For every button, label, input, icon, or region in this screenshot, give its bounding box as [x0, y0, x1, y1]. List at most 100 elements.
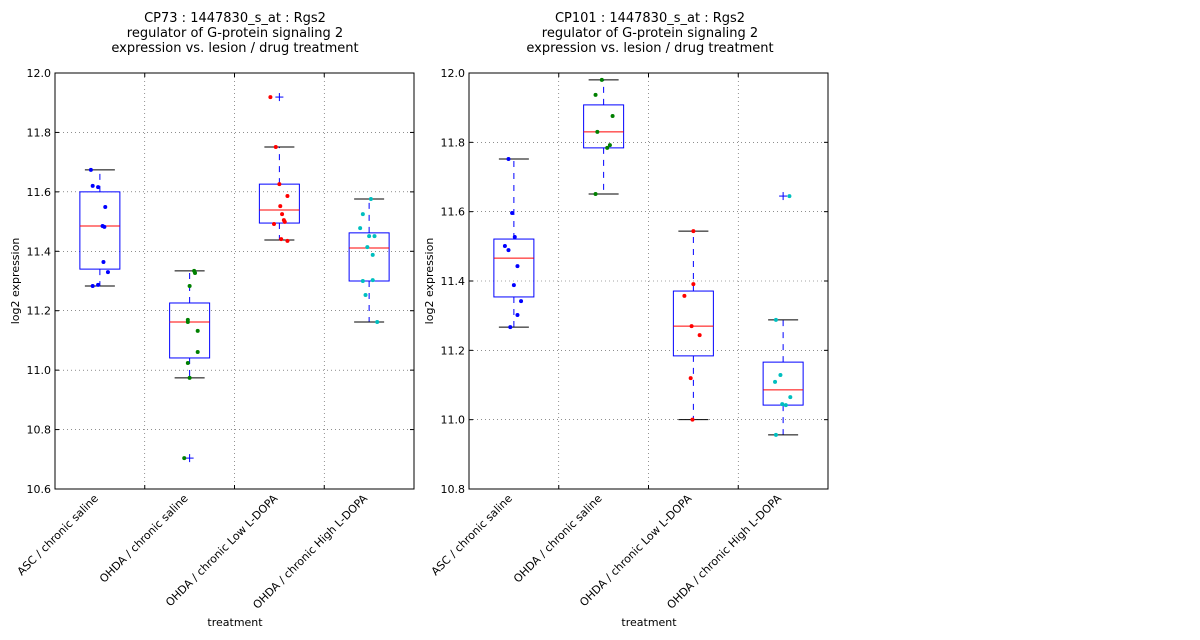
data-point: [279, 237, 284, 242]
data-point: [593, 191, 598, 196]
box-iqr: [583, 104, 625, 149]
data-point: [595, 129, 600, 134]
chart-title-line: expression vs. lesion / drug treatment: [111, 41, 358, 56]
chart-title-line: CP73 : 1447830_s_at : Rgs2: [144, 11, 326, 26]
box-group: [493, 158, 535, 328]
box-iqr: [79, 191, 121, 270]
data-point: [688, 376, 693, 381]
data-point: [690, 417, 695, 422]
data-point: [787, 194, 792, 199]
data-point: [682, 293, 687, 298]
y-tick-label: 11.8: [441, 136, 466, 149]
data-point: [370, 252, 375, 257]
data-point: [101, 259, 106, 264]
data-point: [363, 292, 368, 297]
data-point: [96, 185, 101, 190]
box-group: [583, 79, 625, 195]
data-point: [88, 167, 93, 172]
y-tick-label: 11.6: [441, 206, 466, 219]
data-point: [367, 234, 372, 239]
data-point: [508, 325, 513, 330]
data-point: [282, 219, 287, 224]
data-point: [280, 212, 285, 217]
data-point: [610, 113, 615, 118]
data-point: [193, 270, 198, 275]
data-point: [691, 282, 696, 287]
data-point: [511, 283, 516, 288]
outlier-marker: [185, 454, 194, 463]
y-tick-label: 11.0: [27, 364, 52, 377]
data-point: [697, 333, 702, 338]
chart-title-line: regulator of G-protein signaling 2: [542, 26, 758, 41]
data-point: [182, 456, 187, 461]
data-point: [506, 156, 511, 161]
y-tick-label: 11.2: [441, 344, 466, 357]
chart-title-line: regulator of G-protein signaling 2: [127, 26, 343, 41]
data-point: [285, 194, 290, 199]
data-point: [187, 284, 192, 289]
y-tick-label: 12.0: [27, 67, 52, 80]
chart-title-line: CP101 : 1447830_s_at : Rgs2: [555, 11, 745, 26]
data-point: [512, 234, 517, 239]
y-tick-label: 11.8: [27, 126, 52, 139]
data-point: [360, 279, 365, 283]
data-point: [368, 196, 373, 201]
box-iqr: [169, 302, 211, 359]
data-point: [519, 299, 524, 304]
data-point: [599, 77, 604, 82]
data-point: [365, 245, 370, 250]
data-point: [187, 375, 192, 380]
data-point: [370, 278, 375, 283]
data-point: [607, 143, 612, 148]
box-group: [672, 230, 714, 421]
x-axis-label: treatment: [621, 616, 677, 629]
data-point: [515, 264, 520, 269]
data-point: [277, 182, 282, 187]
data-point: [515, 312, 520, 317]
data-point: [96, 282, 101, 287]
y-axis-label: log2 expression: [423, 238, 436, 325]
data-point: [105, 270, 110, 275]
data-point: [102, 224, 107, 229]
data-point: [506, 248, 511, 253]
box-group: [79, 169, 121, 287]
data-point: [268, 95, 273, 100]
data-point: [691, 229, 696, 234]
data-point: [593, 92, 598, 97]
y-tick-label: 10.8: [27, 424, 52, 437]
data-point: [780, 402, 785, 407]
data-point: [273, 144, 278, 149]
y-tick-label: 10.8: [441, 483, 466, 496]
box-group: [348, 198, 390, 323]
data-point: [510, 211, 515, 216]
data-point: [185, 361, 190, 366]
y-tick-label: 10.6: [27, 483, 52, 496]
y-tick-label: 11.0: [441, 414, 466, 427]
data-point: [773, 432, 778, 437]
box-iqr: [672, 290, 714, 357]
data-point: [375, 320, 380, 325]
y-axis-label: log2 expression: [9, 238, 22, 325]
y-tick-label: 11.4: [441, 275, 466, 288]
y-tick-label: 11.6: [27, 186, 52, 199]
data-point: [278, 204, 283, 209]
chart-title-line: expression vs. lesion / drug treatment: [526, 41, 773, 56]
data-point: [360, 212, 365, 217]
y-tick-label: 11.2: [27, 305, 52, 318]
data-point: [285, 238, 290, 243]
box-iqr: [348, 232, 390, 282]
data-point: [372, 234, 377, 239]
data-point: [90, 183, 95, 188]
data-point: [185, 320, 190, 325]
data-point: [271, 221, 276, 226]
data-point: [783, 403, 788, 408]
box-iqr: [493, 238, 535, 298]
data-point: [195, 350, 200, 355]
data-point: [788, 395, 793, 400]
y-tick-label: 11.4: [27, 245, 52, 258]
data-point: [103, 205, 108, 210]
data-point: [195, 328, 200, 333]
data-point: [90, 284, 95, 289]
outlier-marker: [779, 192, 788, 201]
